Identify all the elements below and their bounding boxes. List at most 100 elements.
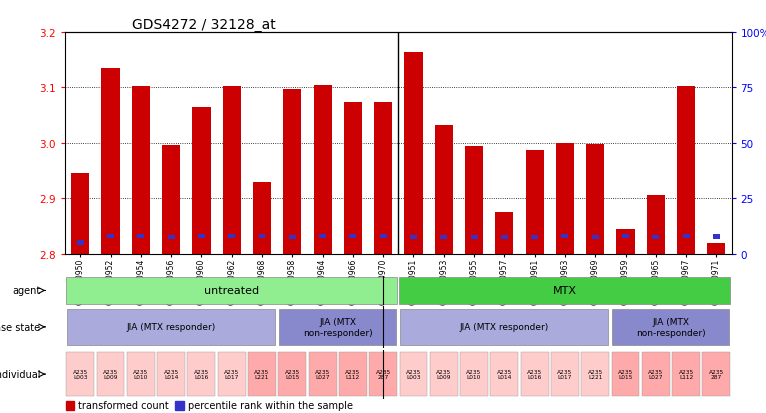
Bar	[430, 352, 458, 396]
Bar	[67, 309, 275, 345]
Bar	[470, 236, 477, 240]
Bar	[283, 90, 301, 254]
Bar	[434, 126, 453, 254]
Bar	[400, 309, 608, 345]
Bar	[410, 236, 417, 240]
Text: A235
L221: A235 L221	[588, 369, 603, 380]
Bar	[713, 235, 720, 240]
Text: A235
L112: A235 L112	[345, 369, 361, 380]
Bar	[622, 235, 629, 239]
Text: JIA (MTX responder): JIA (MTX responder)	[126, 323, 216, 332]
Bar	[309, 352, 336, 396]
Bar	[380, 235, 387, 239]
Bar	[132, 87, 150, 254]
Bar	[71, 174, 90, 254]
Bar	[647, 196, 665, 254]
Bar	[127, 352, 155, 396]
Bar	[67, 352, 94, 396]
Bar	[289, 236, 296, 240]
Bar	[313, 85, 332, 254]
Bar	[162, 145, 180, 254]
Bar	[339, 352, 367, 396]
Bar	[586, 145, 604, 254]
Text: A235
L112: A235 L112	[679, 369, 694, 380]
Text: MTX: MTX	[553, 286, 577, 296]
Text: agent: agent	[12, 286, 41, 296]
Text: A235
L015: A235 L015	[285, 369, 300, 380]
Text: percentile rank within the sample: percentile rank within the sample	[188, 400, 353, 410]
Bar	[617, 229, 634, 254]
Bar	[592, 236, 599, 240]
Bar	[188, 352, 215, 396]
Bar	[683, 235, 689, 239]
Bar	[77, 241, 83, 246]
Bar	[440, 236, 447, 240]
Bar	[168, 236, 175, 240]
Bar	[223, 87, 241, 254]
Text: transformed count: transformed count	[78, 400, 169, 410]
Bar	[581, 352, 609, 396]
Bar	[349, 235, 356, 239]
Bar	[259, 235, 266, 239]
Bar	[404, 52, 423, 254]
Bar	[192, 108, 211, 254]
Text: A235
L003: A235 L003	[406, 369, 421, 380]
Bar	[374, 103, 392, 254]
Bar	[702, 352, 730, 396]
Bar	[157, 352, 185, 396]
Text: A235
L017: A235 L017	[558, 369, 572, 380]
Bar	[612, 309, 729, 345]
Text: A235
L014: A235 L014	[163, 369, 178, 380]
Bar	[66, 278, 397, 304]
Text: A235
L017: A235 L017	[224, 369, 239, 380]
Text: JIA (MTX
non-responder): JIA (MTX non-responder)	[636, 317, 705, 337]
Text: A235
L027: A235 L027	[648, 369, 663, 380]
Text: GDS4272 / 32128_at: GDS4272 / 32128_at	[132, 18, 276, 32]
Bar	[253, 182, 271, 254]
Text: individual: individual	[0, 369, 41, 379]
Text: A235
L010: A235 L010	[133, 369, 149, 380]
Bar	[611, 352, 640, 396]
Bar	[344, 103, 362, 254]
Bar	[672, 352, 700, 396]
Bar	[228, 235, 235, 239]
Bar	[653, 236, 660, 240]
Bar	[218, 352, 246, 396]
Bar	[556, 144, 574, 254]
Text: A235
L016: A235 L016	[194, 369, 209, 380]
Text: A235
L016: A235 L016	[527, 369, 542, 380]
Bar	[319, 235, 326, 239]
Bar	[551, 352, 579, 396]
Bar	[279, 309, 396, 345]
Bar	[465, 146, 483, 254]
Bar	[561, 235, 568, 239]
Bar	[531, 236, 538, 240]
Bar	[175, 401, 184, 410]
Text: JIA (MTX responder): JIA (MTX responder)	[460, 323, 549, 332]
Text: A235
L010: A235 L010	[466, 369, 482, 380]
Bar	[400, 352, 427, 396]
Text: A235
L221: A235 L221	[254, 369, 270, 380]
Bar	[460, 352, 488, 396]
Text: A235
L003: A235 L003	[73, 369, 88, 380]
Bar	[198, 235, 205, 239]
Bar	[278, 352, 306, 396]
Bar	[490, 352, 519, 396]
Bar	[521, 352, 548, 396]
Bar	[248, 352, 276, 396]
Text: A235
L009: A235 L009	[103, 369, 118, 380]
Bar	[369, 352, 397, 396]
Bar	[137, 235, 144, 239]
Bar	[642, 352, 669, 396]
Bar	[496, 212, 513, 254]
Text: A235
L015: A235 L015	[618, 369, 633, 380]
Bar	[66, 401, 74, 410]
Text: JIA (MTX
non-responder): JIA (MTX non-responder)	[303, 317, 372, 337]
Bar	[677, 87, 696, 254]
Text: A235
L014: A235 L014	[496, 369, 512, 380]
Text: A235
L009: A235 L009	[436, 369, 451, 380]
Bar	[707, 243, 725, 254]
Bar	[525, 150, 544, 254]
Bar	[107, 235, 114, 239]
Text: disease state: disease state	[0, 322, 41, 332]
